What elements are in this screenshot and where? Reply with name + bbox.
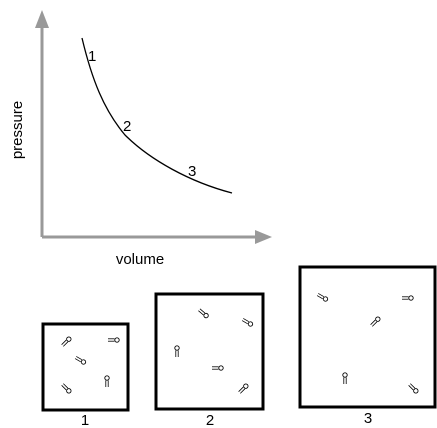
curve-label: 3 [188,163,196,180]
box [298,265,437,409]
curve-label: 2 [123,118,131,135]
molecule [61,383,72,394]
box-label: 1 [81,412,89,428]
molecule [238,383,249,394]
molecule [408,383,419,394]
x-axis-label: volume [116,251,164,268]
molecule [342,372,348,384]
molecule [61,336,72,347]
molecule [174,345,180,357]
curve-label: 1 [88,48,96,65]
molecule [212,365,224,371]
molecule [74,356,87,365]
y-axis-label: pressure [9,101,26,159]
x-axis-arrow [255,230,272,244]
pv-curve [81,37,233,194]
box [41,322,130,412]
y-axis-arrow [35,10,49,28]
molecule [108,337,120,343]
molecules [61,293,419,394]
molecule [241,318,254,327]
molecule [402,295,414,301]
box-label: 2 [206,412,214,428]
molecule [198,308,209,319]
box-label: 3 [364,410,372,427]
molecule [104,375,110,387]
box [154,292,265,411]
molecule [370,316,381,327]
molecule [316,293,329,302]
